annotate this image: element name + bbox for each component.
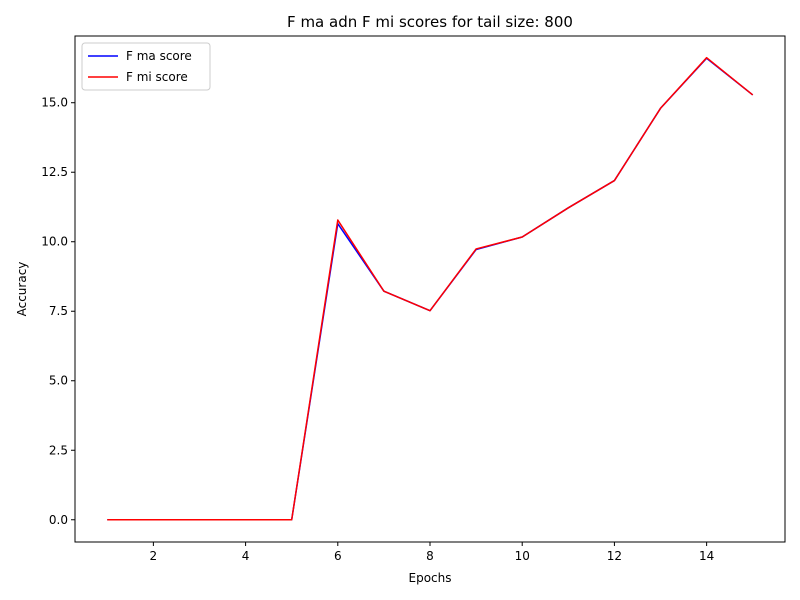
series-layer	[107, 56, 754, 521]
plot-area	[74, 35, 786, 543]
y-tick-label: 0.0	[49, 513, 68, 527]
y-axis: 0.0 2.5 5.0 7.5 10.0 12.5 15.0	[41, 96, 75, 527]
series-line-f-ma	[107, 57, 754, 521]
y-tick-label: 10.0	[41, 235, 68, 249]
plot-frame	[74, 35, 786, 543]
x-tick-label: 8	[426, 549, 434, 563]
y-tick-label: 12.5	[41, 165, 68, 179]
x-tick-label: 4	[242, 549, 250, 563]
x-tick-label: 6	[334, 549, 342, 563]
legend-items: F ma score F mi score	[88, 49, 192, 84]
x-tick-label: 10	[515, 549, 530, 563]
legend-label: F mi score	[126, 70, 188, 84]
y-axis-label: Accuracy	[15, 262, 29, 317]
x-tick-label: 14	[699, 549, 714, 563]
y-tick-label: 15.0	[41, 96, 68, 110]
y-tick-label: 5.0	[49, 374, 68, 388]
x-tick-label: 12	[607, 549, 622, 563]
legend-box	[81, 42, 211, 91]
legend-label: F ma score	[126, 49, 192, 63]
series-line-f-mi	[107, 56, 754, 521]
x-tick-label: 2	[150, 549, 158, 563]
y-tick-label: 2.5	[49, 443, 68, 457]
y-tick-label: 7.5	[49, 304, 68, 318]
legend: F ma score F mi score	[81, 42, 211, 91]
x-axis: 2 4 6 8 10 12 14	[150, 542, 714, 563]
x-axis-label: Epochs	[409, 571, 452, 585]
chart-title: F ma adn F mi scores for tail size: 800	[287, 13, 573, 31]
